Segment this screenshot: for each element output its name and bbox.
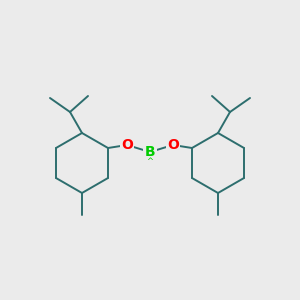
Text: ^: ^ <box>146 157 154 166</box>
Text: O: O <box>167 138 179 152</box>
Text: B: B <box>145 145 155 159</box>
Text: O: O <box>121 138 133 152</box>
